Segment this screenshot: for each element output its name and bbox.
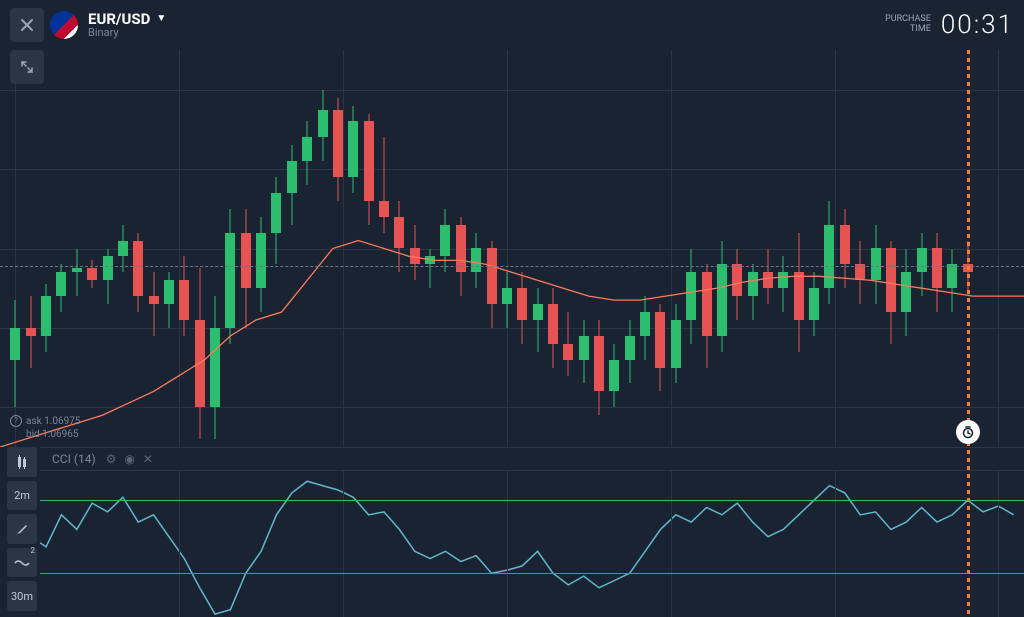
indicator-label: CCI (14) (52, 452, 96, 466)
chart-type-button[interactable] (7, 447, 37, 477)
ask-label: ask (26, 416, 42, 427)
pair-name-label: EUR/USD (88, 11, 150, 28)
expiry-marker-icon (956, 420, 980, 444)
eye-icon[interactable]: ◉ (124, 452, 134, 466)
pair-subtype-label: Binary (88, 27, 166, 39)
close-button[interactable] (10, 8, 44, 42)
timer-value: 00:31 (941, 10, 1014, 40)
indicator-header: CCI (14) ⚙ ◉ ✕ (40, 447, 1024, 471)
indicator-pane[interactable] (40, 471, 1024, 617)
help-icon[interactable]: ? (10, 415, 22, 427)
header: EUR/USD ▼ Binary PURCHASE TIME 00:31 (0, 0, 1024, 50)
price-chart[interactable]: ? ask 1.06975 bid 1.06965 (0, 50, 1024, 447)
expiry-marker (967, 50, 970, 617)
chart-toolbar: 2m 2 30m (6, 447, 38, 611)
timeframe-30m-button[interactable]: 30m (7, 581, 37, 611)
bid-label: bid (26, 429, 40, 440)
bid-value: 1.06965 (42, 429, 78, 440)
tf-30m-label: 30m (11, 590, 33, 603)
purchase-timer: PURCHASE TIME 00:31 (885, 10, 1014, 40)
pair-selector[interactable]: EUR/USD ▼ Binary (88, 11, 166, 40)
pair-flag-icon (50, 11, 78, 39)
ask-value: 1.06975 (44, 416, 80, 427)
timeframe-2m-button[interactable]: 2m (7, 481, 37, 511)
caret-down-icon: ▼ (156, 13, 166, 24)
wave-badge: 2 (31, 546, 36, 555)
close-indicator-icon[interactable]: ✕ (143, 452, 153, 466)
tf-2m-label: 2m (14, 489, 30, 502)
gear-icon[interactable]: ⚙ (106, 452, 117, 466)
draw-button[interactable] (7, 514, 37, 544)
moving-average-line (0, 50, 1024, 447)
quote-box: ? ask 1.06975 bid 1.06965 (10, 415, 81, 441)
purchase-label-2: TIME (885, 25, 931, 35)
wave-indicator-button[interactable]: 2 (7, 548, 37, 578)
cci-line (40, 471, 1024, 617)
